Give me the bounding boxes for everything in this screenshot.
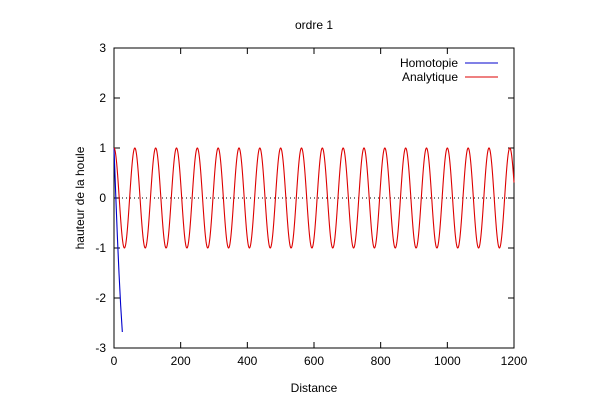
x-tick-label: 0 xyxy=(111,354,118,368)
y-tick-label: -3 xyxy=(95,341,106,355)
y-axis-label: hauteur de la houle xyxy=(73,146,87,249)
x-tick-label: 1000 xyxy=(434,354,461,368)
y-tick-label: 0 xyxy=(99,191,106,205)
y-tick-label: -2 xyxy=(95,291,106,305)
x-axis-label: Distance xyxy=(291,381,338,395)
x-tick-label: 600 xyxy=(304,354,324,368)
y-tick-label: 2 xyxy=(99,91,106,105)
y-tick-label: 1 xyxy=(99,141,106,155)
chart-title: ordre 1 xyxy=(295,18,333,32)
series-line-homotopie xyxy=(113,147,123,333)
series-line-analytique xyxy=(113,147,515,249)
x-tick-label: 200 xyxy=(171,354,191,368)
x-tick-label: 800 xyxy=(371,354,391,368)
x-tick-label: 1200 xyxy=(501,354,528,368)
y-tick-label: -1 xyxy=(95,241,106,255)
legend-label: Homotopie xyxy=(400,56,458,70)
legend-label: Analytique xyxy=(402,70,458,84)
y-tick-label: 3 xyxy=(99,41,106,55)
x-tick-label: 400 xyxy=(237,354,257,368)
